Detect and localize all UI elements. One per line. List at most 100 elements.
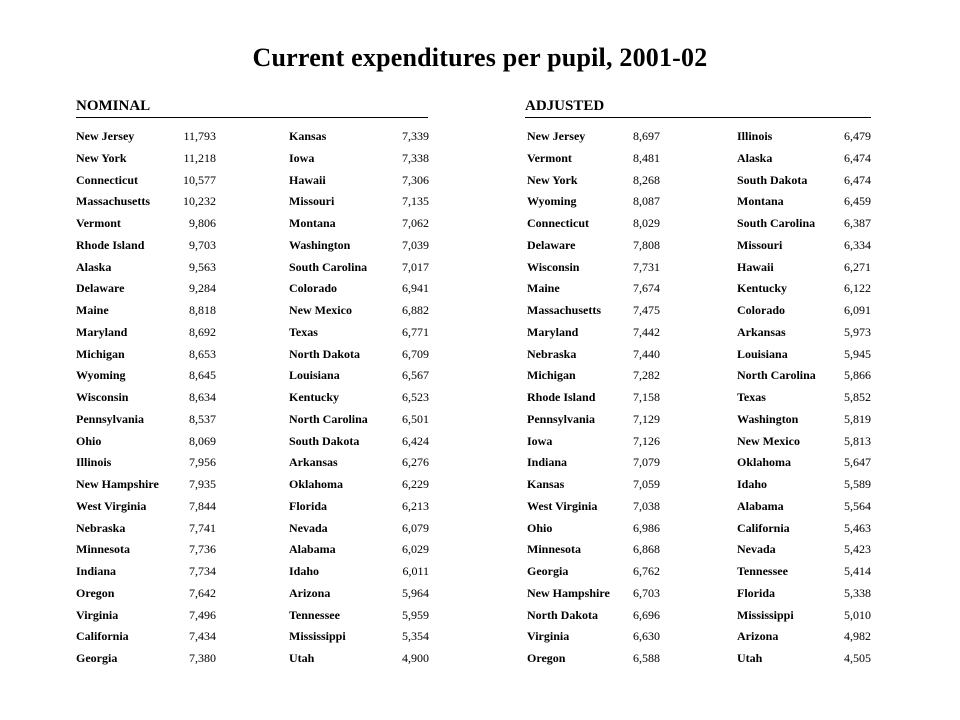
table-row: Illinois 7,956: [76, 454, 216, 476]
expenditure-value: 6,771: [402, 324, 429, 339]
table-row: New Mexico 5,813: [737, 433, 871, 455]
table-row: Minnesota 7,736: [76, 541, 216, 563]
expenditure-value: 6,762: [633, 564, 660, 578]
table-row: Rhode Island 9,703: [76, 237, 216, 259]
expenditure-value: 11,218: [183, 150, 216, 165]
expenditure-value: 10,577: [183, 172, 216, 187]
state-name: Oregon: [76, 585, 115, 600]
table-row: Idaho 6,011: [289, 563, 429, 585]
expenditure-value: 7,062: [402, 216, 429, 230]
expenditure-value: 7,935: [189, 477, 216, 491]
table-row: Massachusetts 10,232: [76, 193, 216, 215]
table-row: Washington 7,039: [289, 237, 429, 259]
state-name: Wyoming: [527, 194, 577, 209]
state-name: Hawaii: [289, 172, 326, 187]
expenditure-value: 8,029: [633, 216, 660, 230]
expenditure-value: 8,634: [189, 390, 216, 404]
nominal-heading: NOMINAL: [76, 98, 151, 114]
expenditure-value: 6,523: [402, 390, 429, 404]
state-name: Mississippi: [737, 607, 794, 622]
expenditure-value: 6,011: [402, 564, 429, 578]
expenditure-value: 7,282: [633, 368, 660, 383]
table-row: Nebraska 7,741: [76, 520, 216, 542]
expenditure-value: 9,806: [189, 216, 216, 230]
state-name: Washington: [737, 411, 799, 426]
expenditure-value: 6,630: [633, 629, 660, 644]
expenditure-value: 6,567: [402, 368, 429, 383]
expenditure-value: 6,334: [844, 237, 871, 252]
state-name: Minnesota: [527, 542, 581, 557]
table-row: New Jersey 11,793: [76, 128, 216, 150]
expenditure-value: 7,496: [189, 607, 216, 622]
state-name: Washington: [289, 237, 351, 252]
table-row: Hawaii 6,271: [737, 259, 871, 281]
table-row: Virginia 7,496: [76, 607, 216, 629]
table-row: Louisiana 6,567: [289, 367, 429, 389]
state-name: Illinois: [76, 455, 112, 470]
state-name: South Dakota: [737, 172, 808, 187]
expenditure-value: 7,741: [189, 520, 216, 535]
state-name: North Dakota: [527, 607, 598, 622]
expenditure-value: 6,091: [844, 303, 871, 317]
table-row: Pennsylvania 8,537: [76, 411, 216, 433]
expenditure-value: 4,982: [844, 629, 871, 644]
expenditure-value: 7,736: [189, 542, 216, 557]
expenditure-value: 7,731: [633, 259, 660, 274]
table-row: Alaska 6,474: [737, 150, 871, 172]
table-row: California 7,434: [76, 628, 216, 650]
table-row: New Jersey 8,697: [527, 128, 660, 150]
state-name: Kansas: [527, 477, 565, 491]
table-row: West Virginia 7,844: [76, 498, 216, 520]
expenditure-value: 5,813: [844, 433, 871, 448]
table-row: Ohio 6,986: [527, 520, 660, 542]
table-row: Idaho 5,589: [737, 476, 871, 498]
expenditure-value: 7,434: [189, 629, 216, 644]
state-name: Nevada: [289, 520, 328, 535]
table-row: Tennessee 5,414: [737, 563, 871, 585]
expenditure-value: 7,956: [189, 455, 216, 470]
state-name: Oklahoma: [737, 455, 792, 470]
state-name: South Carolina: [289, 259, 368, 274]
expenditure-value: 7,158: [633, 390, 660, 404]
state-name: Montana: [289, 216, 336, 230]
nominal-divider: [76, 117, 428, 118]
table-row: Minnesota 6,868: [527, 541, 660, 563]
expenditure-value: 6,986: [633, 520, 660, 535]
table-row: New Hampshire 7,935: [76, 476, 216, 498]
table-row: Kentucky 6,122: [737, 280, 871, 302]
expenditure-value: 6,501: [402, 411, 429, 426]
state-name: Missouri: [289, 194, 335, 209]
table-row: Utah 4,900: [289, 650, 429, 672]
state-name: Nebraska: [527, 346, 577, 361]
state-name: Michigan: [527, 368, 576, 383]
expenditure-value: 7,339: [402, 129, 429, 143]
table-row: West Virginia 7,038: [527, 498, 660, 520]
table-row: Ohio 8,069: [76, 433, 216, 455]
expenditure-value: 6,696: [633, 607, 660, 622]
state-name: Nebraska: [76, 520, 126, 535]
expenditure-value: 7,674: [633, 281, 660, 296]
table-row: Utah 4,505: [737, 650, 871, 672]
expenditure-value: 5,819: [844, 411, 871, 426]
expenditure-value: 7,734: [189, 564, 216, 578]
table-row: Massachusetts 7,475: [527, 302, 660, 324]
expenditure-value: 6,029: [402, 542, 429, 557]
table-row: North Carolina 5,866: [737, 367, 871, 389]
table-row: Oregon 6,588: [527, 650, 660, 672]
table-row: Wyoming 8,645: [76, 367, 216, 389]
expenditure-value: 6,122: [844, 281, 871, 296]
state-name: Massachusetts: [527, 303, 601, 317]
expenditure-value: 8,481: [633, 150, 660, 165]
state-name: Alabama: [737, 498, 784, 513]
table-row: Iowa 7,126: [527, 433, 660, 455]
table-row: Florida 5,338: [737, 585, 871, 607]
expenditure-value: 8,653: [189, 346, 216, 361]
table-row: Vermont 8,481: [527, 150, 660, 172]
state-name: New Jersey: [76, 129, 135, 143]
state-name: Arkansas: [289, 455, 338, 470]
table-row: Alaska 9,563: [76, 259, 216, 281]
expenditure-value: 6,868: [633, 542, 660, 557]
state-name: Georgia: [76, 651, 118, 665]
expenditure-value: 5,866: [844, 368, 871, 383]
table-row: Connecticut 10,577: [76, 172, 216, 194]
